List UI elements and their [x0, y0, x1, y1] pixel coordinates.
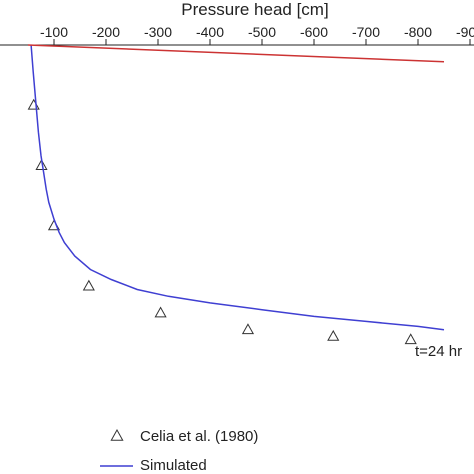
data-point-celia	[154, 306, 167, 318]
data-point-celia	[327, 329, 340, 341]
data-point-celia	[241, 323, 255, 335]
legend: Celia et al. (1980) Simulated	[100, 428, 258, 474]
legend-marker-celia	[110, 428, 124, 441]
legend-triangle-icon	[110, 428, 124, 441]
x-tick-label: -700	[352, 24, 380, 40]
x-tick-label: -100	[40, 24, 68, 40]
legend-label-simulated: Simulated	[140, 457, 207, 474]
x-axis-title: Pressure head [cm]	[181, 0, 328, 19]
legend-label-celia: Celia et al. (1980)	[140, 428, 258, 445]
data-point-celia	[35, 159, 48, 170]
x-tick-label: -800	[404, 24, 432, 40]
x-tick-label: -200	[92, 24, 120, 40]
x-tick-label: -400	[196, 24, 224, 40]
plot-area	[27, 44, 445, 345]
time-annotation: t=24 hr	[415, 343, 462, 360]
data-point-celia	[404, 333, 417, 345]
x-tick-label: -300	[144, 24, 172, 40]
data-point-celia	[82, 279, 95, 291]
x-tick-label: -500	[248, 24, 276, 40]
x-tick-label: -900	[456, 24, 474, 40]
x-tick-label: -600	[300, 24, 328, 40]
x-axis: -100 -200 -300 -400 -500 -600 -700 -800 -900	[0, 24, 474, 46]
data-point-celia	[27, 98, 40, 110]
series-line-simulated	[30, 44, 445, 331]
series-line-red	[27, 44, 445, 63]
